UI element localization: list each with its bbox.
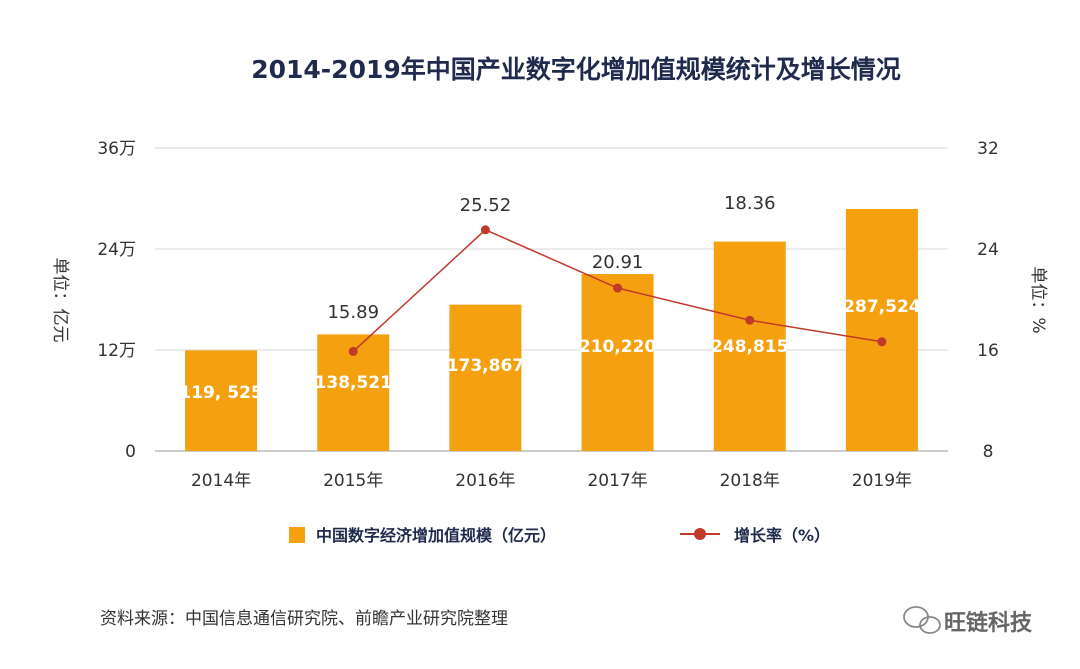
- rate-value-label: 20.91: [592, 252, 644, 273]
- bar-series: 119, 525 138,521 173,867 210,220 248,815 287,…: [179, 209, 921, 451]
- category-label: 2017年: [587, 471, 647, 491]
- rate-value-label: 15.89: [327, 302, 379, 323]
- bar-value-label: 210,220: [579, 337, 657, 357]
- rate-point: [877, 337, 887, 347]
- right-tick-label: 24: [977, 240, 999, 260]
- category-label: 2014年: [191, 471, 251, 491]
- left-axis-label: 单位：亿元: [50, 258, 70, 343]
- right-axis-label: 单位：%: [1028, 266, 1048, 333]
- bar-value-label: 119, 525: [179, 383, 262, 403]
- watermark-text: 旺链科技: [944, 610, 1033, 636]
- right-axis-ticks: 8 16 24 32: [977, 139, 999, 462]
- rate-point: [348, 346, 358, 356]
- rate-value-label: 25.52: [460, 195, 512, 216]
- bar: [713, 241, 786, 451]
- legend: 中国数字经济增加值规模（亿元） 增长率（%）: [289, 526, 830, 545]
- legend-bar-label: 中国数字经济增加值规模（亿元）: [316, 526, 556, 545]
- bar: [449, 304, 522, 451]
- category-label: 2018年: [720, 471, 780, 491]
- category-label: 2016年: [455, 471, 515, 491]
- gridlines: [155, 147, 948, 452]
- rate-point: [745, 315, 755, 325]
- rate-series: 15.89 25.52 20.91 18.36: [327, 193, 887, 356]
- category-label: 2019年: [852, 471, 912, 491]
- left-tick-label: 24万: [97, 240, 136, 260]
- category-label: 2015年: [323, 471, 383, 491]
- bar-value-label: 248,815: [711, 337, 788, 357]
- left-tick-label: 0: [125, 442, 136, 462]
- source-note: 资料来源：中国信息通信研究院、前瞻产业研究院整理: [100, 609, 508, 629]
- bar: [581, 274, 654, 451]
- bar-value-label: 287,524: [843, 297, 921, 317]
- left-axis-ticks: 0 12万 24万 36万: [97, 139, 136, 462]
- wechat-icon: [903, 606, 941, 634]
- category-labels: 2014年 2015年 2016年 2017年 2018年 2019年: [191, 471, 912, 491]
- rate-value-label: 18.36: [724, 193, 776, 214]
- left-tick-label: 36万: [97, 139, 136, 159]
- bar-value-label: 138,521: [315, 373, 392, 393]
- bar-value-label: 173,867: [447, 356, 524, 376]
- right-tick-label: 8: [983, 442, 994, 462]
- watermark: 旺链科技: [903, 606, 1033, 636]
- bar: [185, 350, 258, 451]
- bar: [845, 209, 918, 451]
- legend-line-label: 增长率（%）: [734, 526, 830, 545]
- legend-line-marker: [694, 528, 706, 540]
- right-tick-label: 32: [977, 139, 999, 159]
- chart-title: 2014-2019年中国产业数字化增加值规模统计及增长情况: [251, 55, 901, 84]
- rate-point: [613, 283, 623, 293]
- left-tick-label: 12万: [97, 341, 136, 361]
- rate-point: [480, 225, 490, 235]
- right-tick-label: 16: [977, 341, 999, 361]
- legend-bar-swatch: [289, 527, 305, 543]
